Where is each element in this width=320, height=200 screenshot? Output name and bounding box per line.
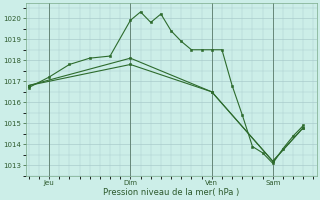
X-axis label: Pression niveau de la mer( hPa ): Pression niveau de la mer( hPa ) (103, 188, 239, 197)
